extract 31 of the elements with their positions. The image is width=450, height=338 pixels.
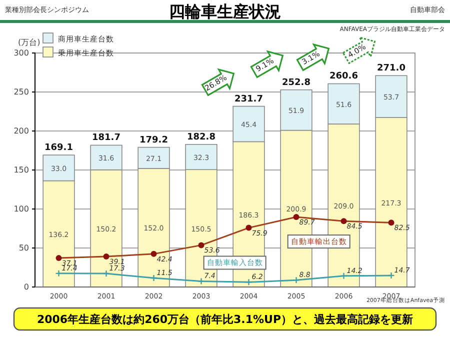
point [388,220,394,226]
total-label: 181.7 [92,133,120,144]
point [246,224,252,231]
y-tick-label: 200 [14,126,29,136]
point [340,218,347,224]
point [103,254,110,260]
y-tick-label: 250 [14,88,29,97]
point [245,278,252,286]
y-tick-label: 50 [18,244,29,253]
point [198,278,205,285]
point [198,242,204,248]
point [340,272,348,280]
total-label: 260.6 [330,72,358,82]
total-label: 179.2 [140,135,168,146]
y-tick-label: 150 [14,166,29,175]
text: 2006年生産台数は約260万台（前年比3.1%UP）と、過去最高記録を更新 [36,313,414,326]
y-tick-label: 0 [24,282,29,292]
point [150,274,158,282]
total-label: 252.8 [282,78,310,88]
point [293,214,300,220]
total-label: 182.8 [187,132,216,142]
total-label: 271.0 [377,64,406,74]
total-label: 231.7 [234,94,263,104]
chart-title: 四輪車生産状況 [169,2,281,21]
point [102,270,110,278]
y-tick-label: 300 [14,48,29,58]
total-label: 169.1 [44,143,73,154]
point [56,255,62,262]
point [150,250,157,257]
y-axis-title: (万台) [18,38,40,47]
y-tick-label: 100 [14,204,29,214]
